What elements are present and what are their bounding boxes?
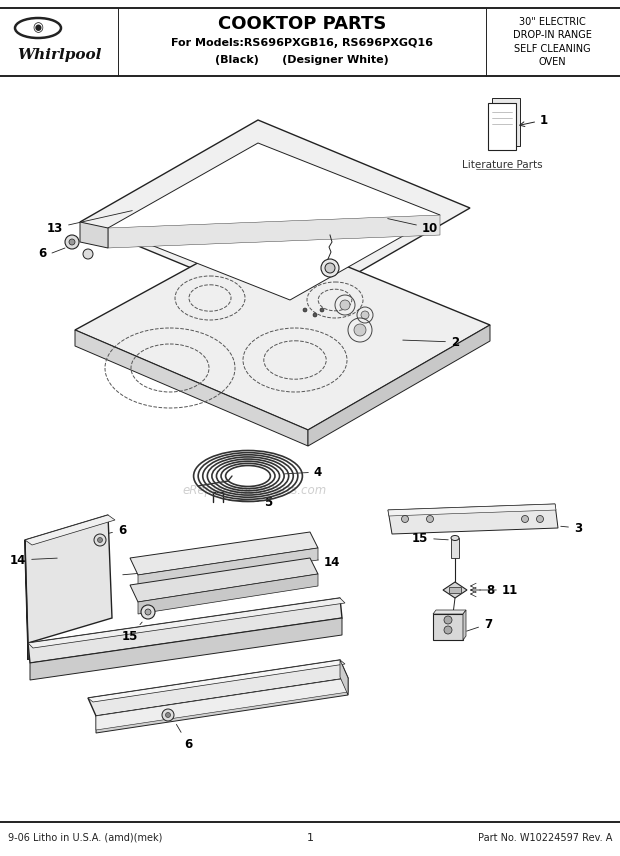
Text: 4: 4 bbox=[285, 466, 322, 479]
Circle shape bbox=[303, 308, 307, 312]
Polygon shape bbox=[130, 558, 318, 602]
Text: 6: 6 bbox=[177, 724, 192, 751]
Polygon shape bbox=[75, 330, 308, 446]
Text: eReplacementParts.com: eReplacementParts.com bbox=[183, 484, 327, 496]
Polygon shape bbox=[108, 143, 440, 300]
Text: 15: 15 bbox=[122, 622, 142, 643]
Text: 8: 8 bbox=[471, 584, 494, 597]
Polygon shape bbox=[80, 120, 470, 310]
Circle shape bbox=[444, 616, 452, 624]
Circle shape bbox=[402, 515, 409, 522]
Polygon shape bbox=[25, 515, 112, 643]
Polygon shape bbox=[492, 98, 520, 146]
Text: (Black)      (Designer White): (Black) (Designer White) bbox=[215, 55, 389, 65]
Polygon shape bbox=[443, 582, 467, 598]
Text: COOKTOP PARTS: COOKTOP PARTS bbox=[218, 15, 386, 33]
Polygon shape bbox=[30, 618, 342, 680]
Circle shape bbox=[521, 515, 528, 522]
Text: 1: 1 bbox=[306, 833, 314, 843]
Polygon shape bbox=[88, 660, 348, 716]
Circle shape bbox=[536, 515, 544, 522]
Circle shape bbox=[94, 534, 106, 546]
Polygon shape bbox=[80, 222, 108, 248]
Circle shape bbox=[320, 308, 324, 312]
Polygon shape bbox=[433, 614, 463, 640]
Polygon shape bbox=[96, 678, 348, 733]
Text: 6: 6 bbox=[108, 524, 126, 537]
Polygon shape bbox=[138, 574, 318, 614]
Polygon shape bbox=[28, 598, 342, 663]
Text: Part No. W10224597 Rev. A: Part No. W10224597 Rev. A bbox=[477, 833, 612, 843]
Text: 15: 15 bbox=[412, 532, 448, 544]
Polygon shape bbox=[25, 515, 115, 545]
Ellipse shape bbox=[451, 536, 459, 540]
Circle shape bbox=[145, 609, 151, 615]
Circle shape bbox=[141, 605, 155, 619]
Text: 30" ELECTRIC
DROP-IN RANGE
SELF CLEANING
OVEN: 30" ELECTRIC DROP-IN RANGE SELF CLEANING… bbox=[513, 17, 591, 67]
Polygon shape bbox=[108, 215, 440, 248]
Circle shape bbox=[166, 712, 171, 717]
Polygon shape bbox=[488, 103, 516, 150]
Circle shape bbox=[325, 263, 335, 273]
Text: 3: 3 bbox=[560, 521, 582, 534]
Text: ◉: ◉ bbox=[33, 21, 43, 34]
Text: 13: 13 bbox=[47, 211, 132, 235]
Polygon shape bbox=[308, 325, 490, 446]
Text: 11: 11 bbox=[480, 584, 518, 597]
Circle shape bbox=[83, 249, 93, 259]
Polygon shape bbox=[388, 504, 558, 534]
Text: Whirlpool: Whirlpool bbox=[17, 48, 101, 62]
Polygon shape bbox=[449, 587, 461, 593]
Circle shape bbox=[427, 515, 433, 522]
Text: 12: 12 bbox=[123, 566, 163, 579]
Circle shape bbox=[69, 239, 75, 245]
Text: 14: 14 bbox=[10, 554, 57, 567]
Polygon shape bbox=[130, 532, 318, 575]
Polygon shape bbox=[25, 540, 28, 660]
Polygon shape bbox=[96, 678, 348, 730]
Text: 10: 10 bbox=[388, 218, 438, 235]
Polygon shape bbox=[75, 230, 490, 430]
Text: Literature Parts: Literature Parts bbox=[462, 160, 542, 170]
Polygon shape bbox=[463, 610, 466, 640]
Ellipse shape bbox=[15, 18, 61, 38]
Circle shape bbox=[97, 538, 102, 543]
Text: 2: 2 bbox=[403, 336, 459, 348]
Circle shape bbox=[321, 259, 339, 277]
Text: 6: 6 bbox=[38, 247, 46, 259]
Polygon shape bbox=[28, 598, 345, 648]
Text: 14: 14 bbox=[318, 556, 340, 568]
Text: 1: 1 bbox=[520, 114, 548, 127]
Polygon shape bbox=[340, 660, 348, 695]
Circle shape bbox=[65, 235, 79, 249]
Circle shape bbox=[313, 313, 317, 317]
Circle shape bbox=[162, 709, 174, 721]
Circle shape bbox=[354, 324, 366, 336]
Text: 5: 5 bbox=[229, 496, 272, 508]
Polygon shape bbox=[451, 538, 459, 558]
Text: 9-06 Litho in U.S.A. (amd)(mek): 9-06 Litho in U.S.A. (amd)(mek) bbox=[8, 833, 162, 843]
Polygon shape bbox=[433, 610, 466, 614]
Polygon shape bbox=[138, 548, 318, 587]
Polygon shape bbox=[88, 660, 345, 702]
Text: 7: 7 bbox=[467, 617, 492, 631]
Polygon shape bbox=[388, 504, 556, 516]
Circle shape bbox=[361, 311, 369, 319]
Circle shape bbox=[444, 626, 452, 634]
Text: For Models:RS696PXGB16, RS696PXGQ16: For Models:RS696PXGB16, RS696PXGQ16 bbox=[171, 38, 433, 48]
Circle shape bbox=[340, 300, 350, 310]
